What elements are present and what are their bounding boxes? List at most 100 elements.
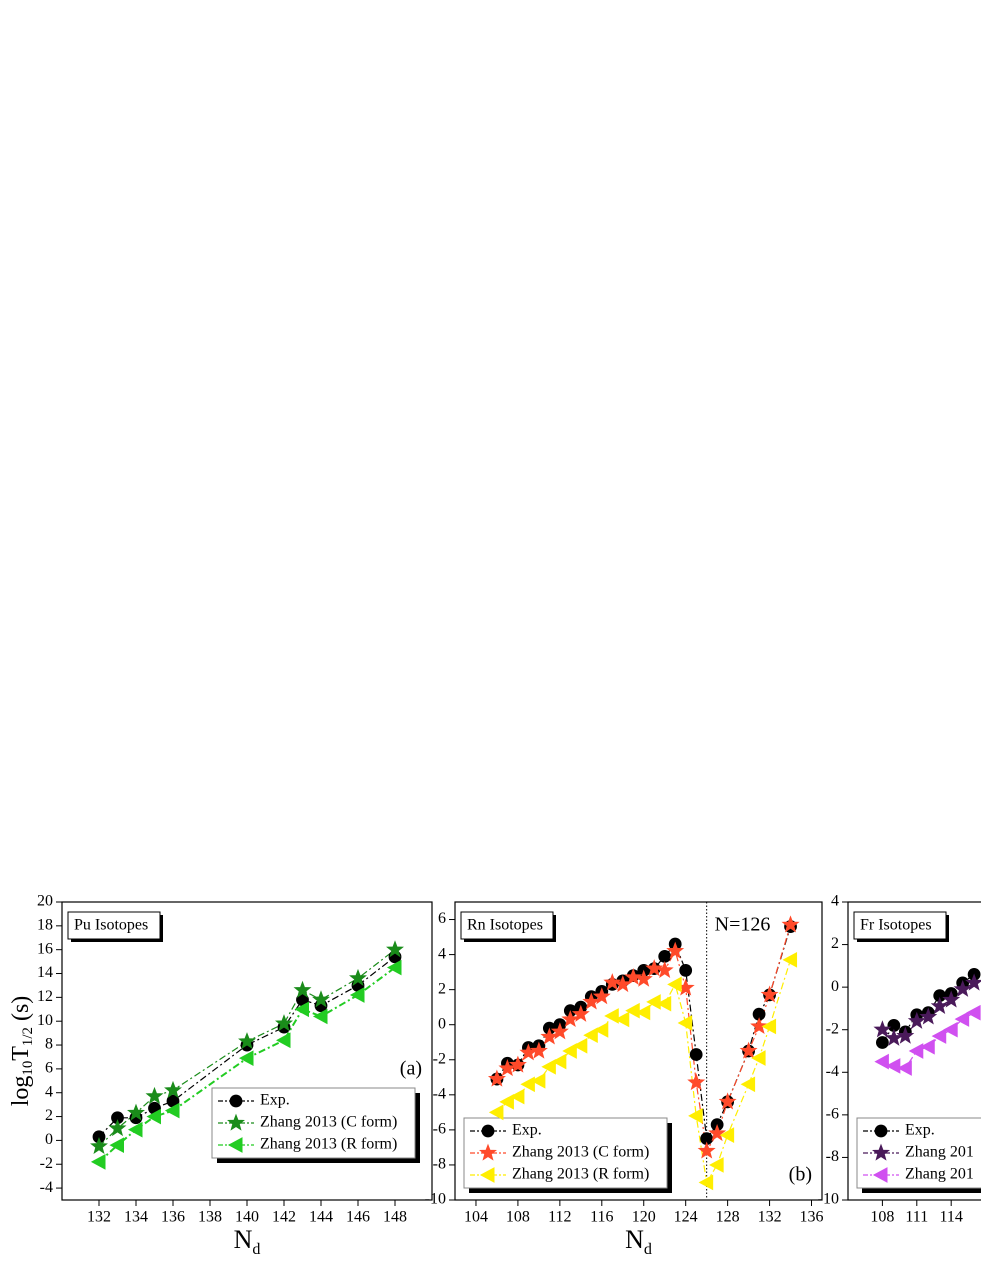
plot-frame (847, 901, 981, 1201)
legend-label: Zhang 2013 (C form) (512, 1144, 649, 1161)
x-tick-label: 112 (548, 1209, 571, 1226)
marker (541, 1058, 556, 1075)
y-tick-label: -2 (826, 1020, 839, 1037)
y-tick-label: 8 (45, 1036, 53, 1053)
x-tick-label: 142 (272, 1209, 296, 1226)
marker (551, 1053, 567, 1070)
marker (655, 961, 674, 978)
y-tick-label: 4 (831, 893, 839, 910)
marker (907, 1011, 926, 1029)
marker (529, 1041, 548, 1059)
marker (751, 1050, 766, 1066)
y-tick-label: -4 (433, 1085, 446, 1102)
marker (966, 1004, 981, 1021)
marker (520, 1076, 535, 1093)
legend-label: Exp. (905, 1122, 935, 1139)
marker (677, 1015, 693, 1031)
marker (349, 987, 365, 1003)
marker (238, 1032, 256, 1050)
series-line (496, 924, 792, 1153)
marker (540, 1027, 559, 1045)
marker (592, 987, 611, 1005)
marker (487, 1069, 506, 1087)
y-tick-label: -10 (425, 1191, 446, 1208)
marker (645, 959, 664, 977)
marker (488, 1104, 504, 1121)
series-line (98, 956, 396, 1138)
label-part: T (8, 1046, 34, 1061)
marker (708, 1123, 727, 1142)
marker (885, 1058, 901, 1074)
x-tick-label: 146 (346, 1209, 370, 1226)
marker (604, 1008, 619, 1024)
marker (896, 1026, 915, 1044)
x-tick-label: 136 (800, 1209, 824, 1226)
marker (719, 1127, 735, 1143)
x-tick-label: 144 (309, 1209, 333, 1226)
panel-title: Fr Isotopes (860, 917, 932, 934)
y-tick-label: -8 (433, 1156, 446, 1173)
marker (145, 1086, 164, 1104)
marker (781, 915, 800, 933)
y-tick-label: 4 (438, 945, 446, 962)
marker (164, 1080, 182, 1098)
x-tick-label: 124 (674, 1209, 698, 1226)
marker (499, 1093, 514, 1110)
marker (613, 974, 632, 993)
marker (782, 952, 798, 968)
marker (750, 1017, 769, 1035)
x-tick-label: 132 (758, 1209, 782, 1226)
marker (931, 1028, 947, 1044)
marker (294, 1001, 309, 1018)
marker (530, 1072, 546, 1089)
label-part: (s) (8, 996, 34, 1027)
x-tick-label: 134 (124, 1209, 148, 1226)
panel-title: Pu Isotopes (74, 917, 148, 934)
y-tick-label: 14 (37, 964, 53, 981)
marker (953, 979, 972, 997)
y-tick-label: 18 (37, 917, 53, 934)
marker (509, 1088, 525, 1105)
marker (679, 963, 693, 977)
title-box (67, 911, 161, 940)
y-tick-label: 2 (831, 935, 839, 952)
marker (698, 1174, 714, 1191)
marker (760, 985, 779, 1003)
y-tick-label: 12 (37, 988, 53, 1005)
marker (90, 1154, 106, 1170)
x-tick-label: 111 (905, 1209, 928, 1226)
x-tick-label: 140 (235, 1209, 259, 1226)
y-tick-label: -10 (818, 1191, 839, 1208)
legend (463, 1117, 668, 1189)
marker (634, 969, 653, 987)
marker (697, 1141, 716, 1159)
marker (508, 1055, 527, 1073)
x-tick-label: 104 (464, 1209, 488, 1226)
label-part: N (625, 1225, 644, 1254)
x-tick-label: 132 (87, 1209, 111, 1226)
marker (593, 1022, 609, 1038)
marker (614, 1011, 630, 1028)
marker (920, 1038, 935, 1055)
legend (211, 1087, 416, 1159)
marker (656, 995, 672, 1012)
legend-marker (874, 1124, 888, 1138)
marker (718, 1092, 737, 1110)
marker (873, 1020, 892, 1038)
panel-label: (b) (789, 1164, 812, 1186)
subscript: 10 (21, 1061, 37, 1076)
y-tick-label: -4 (826, 1063, 839, 1080)
y-tick-label: 10 (37, 1012, 53, 1029)
marker (562, 1043, 577, 1059)
marker (624, 967, 643, 985)
x-tick-label: 136 (161, 1209, 185, 1226)
subscript: d (252, 1241, 260, 1258)
axis-title: Nd (234, 1225, 261, 1258)
marker (312, 990, 330, 1008)
marker (275, 1032, 291, 1049)
y-tick-label: 2 (438, 980, 446, 997)
marker (293, 980, 312, 998)
marker (897, 1060, 912, 1076)
marker (875, 1036, 889, 1049)
marker (146, 1108, 161, 1125)
